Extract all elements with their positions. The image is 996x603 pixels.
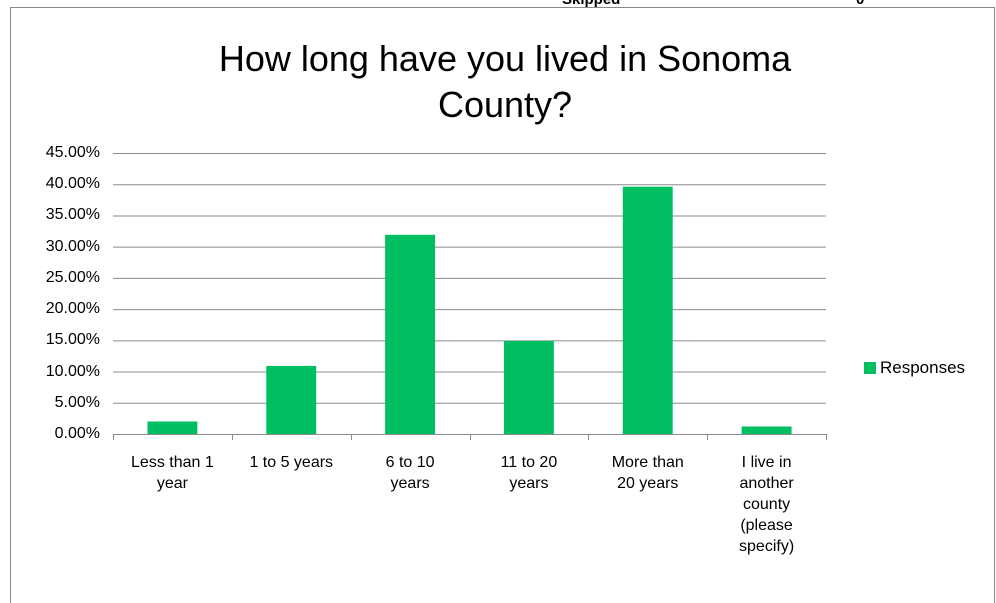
y-tick-label: 35.00% [45, 206, 100, 224]
y-tick-label: 20.00% [45, 300, 100, 318]
y-tick-label: 40.00% [45, 175, 100, 193]
bar [147, 421, 198, 434]
x-tick-label: I live in another county (please specify… [739, 454, 795, 555]
y-tick-label: 25.00% [45, 268, 100, 286]
x-tick-label: 6 to 10 years [385, 454, 435, 492]
x-tick-label: 1 to 5 years [249, 454, 334, 471]
chart-border [10, 7, 995, 603]
x-tick-label: Less than 1 year [131, 454, 214, 492]
y-tick-label: 30.00% [45, 237, 100, 255]
y-tick-label: 45.00% [45, 144, 100, 161]
x-tick-label: 11 to 20 years [500, 454, 558, 492]
y-tick-label: 15.00% [45, 331, 100, 349]
x-tick-label: More than 20 years [611, 454, 684, 492]
y-tick-label: 5.00% [54, 393, 100, 411]
legend-label: Responses [880, 358, 966, 377]
bar [622, 186, 673, 434]
chart-title: How long have you lived in Sonoma County… [218, 38, 792, 125]
annotation: 0 [856, 0, 864, 8]
y-tick-label: 10.00% [45, 362, 100, 380]
bar [503, 340, 554, 434]
bar [385, 234, 436, 434]
y-tick-label: 0.00% [54, 425, 100, 442]
bar [266, 365, 317, 434]
legend-swatch [864, 362, 876, 374]
annotation: Skipped [562, 0, 620, 8]
bar [741, 426, 792, 434]
